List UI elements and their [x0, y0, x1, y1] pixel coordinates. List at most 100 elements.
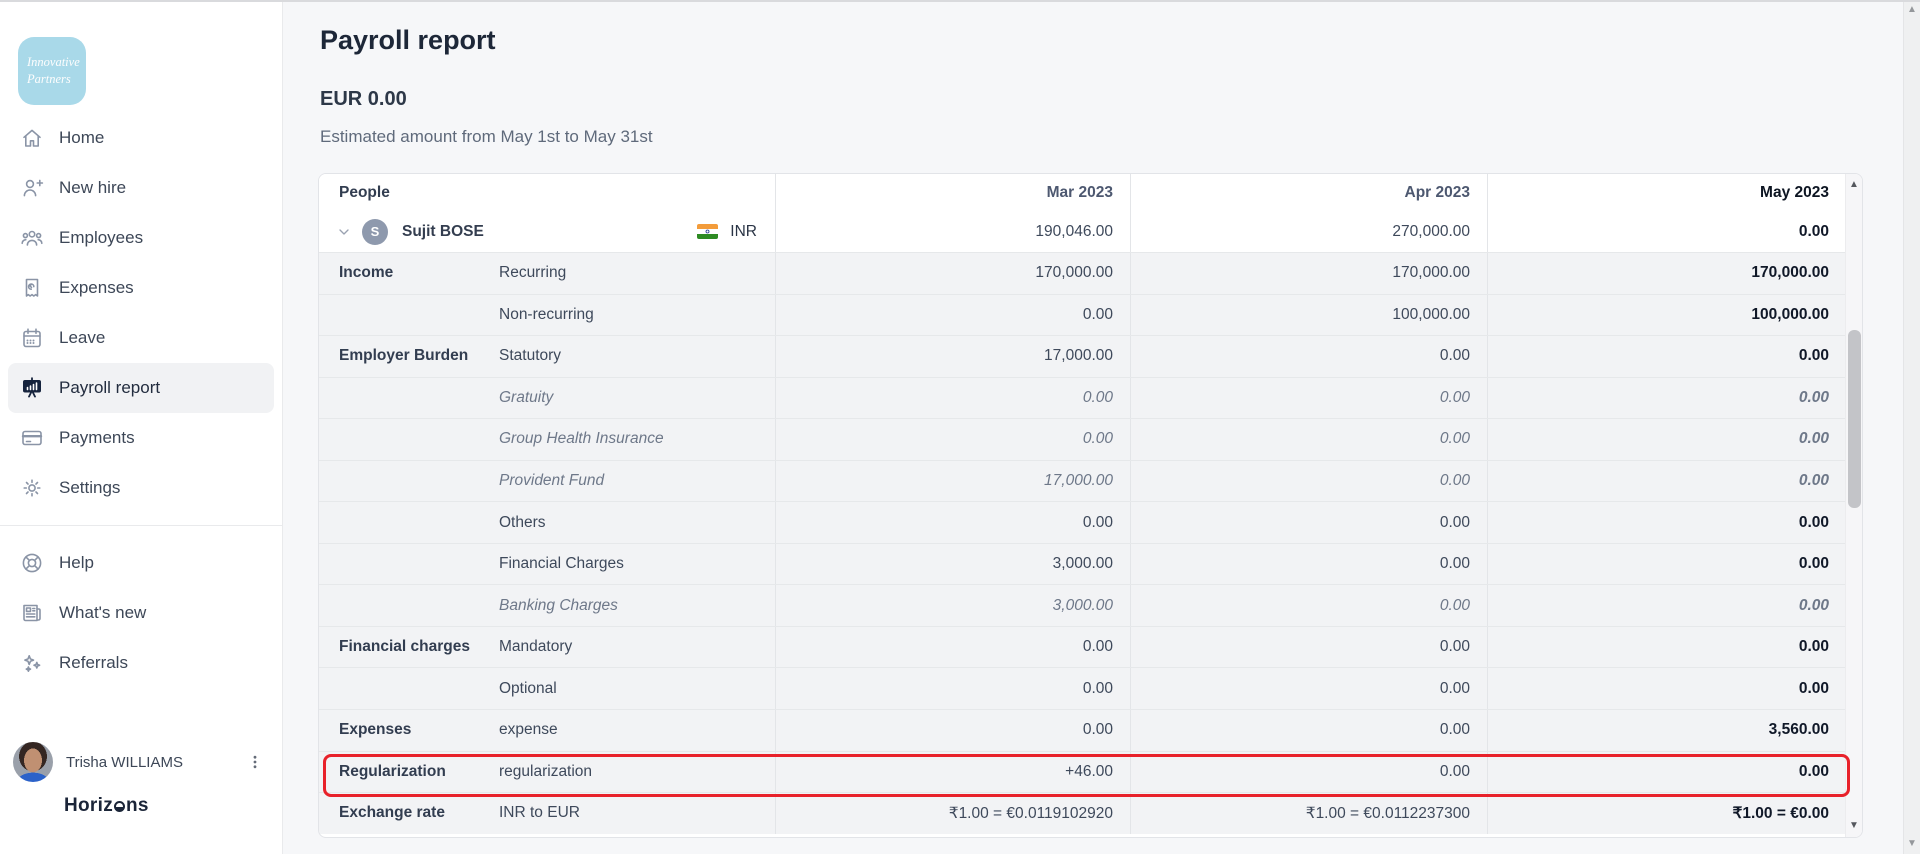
cell-mar-others: 0.00 — [775, 502, 1130, 543]
column-header-mar-2023[interactable]: Mar 2023 — [775, 174, 1130, 211]
cell-apr-regularization: 0.00 — [1130, 751, 1487, 793]
column-header-apr-2023[interactable]: Apr 2023 — [1130, 174, 1487, 211]
cell-mar-optional: 0.00 — [775, 668, 1130, 710]
users-icon — [20, 226, 44, 250]
sidebar-item-what-s-new[interactable]: What's new — [8, 588, 274, 638]
home-icon — [20, 126, 44, 150]
sidebar-item-referrals[interactable]: Referrals — [8, 638, 274, 688]
sidebar-item-label: Help — [59, 553, 94, 572]
row-label: regularization — [499, 762, 593, 780]
table-row-provident-fund: Provident Fund 17,000.00 0.00 0.00 — [319, 459, 1845, 502]
table-row-financial-charges: Financial Charges 3,000.00 0.00 0.00 — [319, 542, 1846, 585]
row-category: Regularization — [339, 762, 446, 780]
sidebar-item-new-hire[interactable]: New hire — [8, 163, 274, 213]
page-scrollbar[interactable]: ▲ ▼ — [1903, 0, 1920, 854]
cell-apr-expenses: 0.00 — [1130, 710, 1487, 751]
presentation-chart-icon — [20, 376, 44, 400]
sidebar-item-settings[interactable]: Settings — [8, 463, 274, 513]
row-category: Income — [339, 264, 394, 282]
sidebar-item-label: Payments — [59, 428, 135, 447]
cell-apr-non-recurring: 100,000.00 — [1130, 294, 1487, 336]
sidebar-item-label: What's new — [59, 603, 147, 622]
cell-apr-banking-charges: 0.00 — [1130, 585, 1487, 626]
cell-apr-provident-fund: 0.00 — [1130, 460, 1487, 502]
cell-mar-financial-charges: 0.00 — [775, 626, 1130, 668]
table-scrollbar-thumb[interactable] — [1848, 330, 1861, 508]
row-category: Exchange rate — [339, 804, 445, 822]
sidebar-item-home[interactable]: Home — [8, 113, 274, 163]
cell-may-others: 0.00 — [1487, 502, 1846, 543]
table-header-row: People Mar 2023 Apr 2023 May 2023 — [319, 174, 1845, 211]
table-row-financial-charges: Financial charges Mandatory 0.00 0.00 0.00 — [319, 625, 1845, 668]
table-row-exchange-rate: Exchange rate INR to EUR ₹1.00 = €0.011910… — [319, 792, 1845, 834]
row-label: Statutory — [499, 347, 562, 365]
cell-may-regularization: 0.00 — [1487, 751, 1846, 793]
row-label: expense — [499, 721, 558, 739]
row-label: Banking Charges — [499, 596, 618, 614]
employee-row[interactable]: S Sujit BOSE INR 190,046.00 270,000.00 0… — [319, 211, 1845, 252]
scroll-up-icon[interactable]: ▲ — [1849, 179, 1859, 190]
receipt-icon — [20, 276, 44, 300]
sidebar-item-label: Home — [59, 128, 105, 147]
company-logo[interactable]: Innovative Partners — [18, 37, 86, 105]
cell-may-income: 170,000.00 — [1487, 253, 1846, 294]
cell-apr-optional: 0.00 — [1130, 668, 1487, 710]
user-row[interactable]: Trisha WILLIAMS — [13, 740, 271, 784]
cell-apr-group-health-insurance: 0.00 — [1130, 419, 1487, 460]
payroll-table: People Mar 2023 Apr 2023 May 2023 S Suji… — [319, 174, 1845, 837]
sidebar: Innovative Partners Home New hire Employee… — [0, 0, 283, 854]
sidebar-item-leave[interactable]: Leave — [8, 313, 274, 363]
page-title: Payroll report — [320, 25, 496, 55]
column-header-people[interactable]: People — [339, 183, 390, 201]
cell-mar-financial-charges: 3,000.00 — [775, 543, 1130, 585]
avatar[interactable] — [13, 742, 53, 782]
employee-name: Sujit BOSE — [402, 222, 484, 240]
cell-apr-others: 0.00 — [1130, 502, 1487, 543]
gear-icon — [20, 476, 44, 500]
employee-total-apr: 270,000.00 — [1130, 211, 1487, 252]
table-row-regularization: Regularization regularization +46.00 0.00 0.… — [319, 750, 1846, 793]
user-plus-icon — [20, 176, 44, 200]
cell-apr-gratuity: 0.00 — [1130, 377, 1487, 419]
page-scroll-down-icon[interactable]: ▼ — [1907, 838, 1917, 849]
newspaper-icon — [20, 601, 44, 625]
cell-may-financial-charges: 0.00 — [1487, 543, 1846, 585]
row-category: Employer Burden — [339, 347, 469, 365]
row-label: Others — [499, 513, 546, 531]
column-header-may-2023[interactable]: May 2023 — [1487, 174, 1846, 211]
table-row-non-recurring: Non-recurring 0.00 100,000.00 100,000.00 — [319, 293, 1845, 336]
chevron-down-icon[interactable] — [336, 224, 352, 240]
cell-mar-employer-burden: 17,000.00 — [775, 336, 1130, 377]
cell-mar-provident-fund: 17,000.00 — [775, 460, 1130, 502]
sidebar-item-label: Settings — [59, 478, 121, 497]
row-label: Provident Fund — [499, 472, 605, 489]
horizons-sun-icon — [114, 800, 125, 812]
sidebar-item-payroll-report[interactable]: Payroll report — [8, 363, 274, 413]
cell-apr-income: 170,000.00 — [1130, 253, 1487, 294]
sidebar-item-label: Expenses — [59, 278, 134, 297]
table-scrollbar[interactable]: ▲ ▼ — [1845, 174, 1862, 837]
employee-total-may: 0.00 — [1487, 211, 1846, 252]
sidebar-item-employees[interactable]: Employees — [8, 213, 274, 263]
sidebar-item-expenses[interactable]: Expenses — [8, 263, 274, 313]
cell-apr-exchange-rate: ₹1.00 = €0.0112237300 — [1130, 793, 1487, 834]
table-row-others: Others 0.00 0.00 0.00 — [319, 501, 1845, 543]
kebab-menu-icon[interactable] — [247, 754, 263, 770]
sidebar-item-payments[interactable]: Payments — [8, 413, 274, 463]
employee-currency: INR — [730, 222, 757, 240]
table-row-employer-burden: Employer Burden Statutory 17,000.00 0.00 0.0… — [319, 335, 1845, 377]
sidebar-item-label: Employees — [59, 228, 144, 247]
row-label: Recurring — [499, 264, 567, 282]
table-row-banking-charges: Banking Charges 3,000.00 0.00 0.00 — [319, 584, 1845, 626]
cell-may-employer-burden: 0.00 — [1487, 336, 1846, 377]
row-label: Mandatory — [499, 638, 573, 656]
employee-avatar: S — [362, 218, 388, 245]
horizons-brand-logo: Horiz ns — [64, 795, 149, 816]
row-label: Group Health Insurance — [499, 430, 664, 448]
page-scroll-up-icon[interactable]: ▲ — [1907, 4, 1917, 15]
row-label: Non-recurring — [499, 305, 594, 323]
cell-may-banking-charges: 0.00 — [1487, 585, 1846, 626]
sidebar-item-help[interactable]: Help — [8, 538, 274, 588]
table-row-group-health-insurance: Group Health Insurance 0.00 0.00 0.00 — [319, 418, 1845, 460]
scroll-down-icon[interactable]: ▼ — [1849, 820, 1859, 831]
